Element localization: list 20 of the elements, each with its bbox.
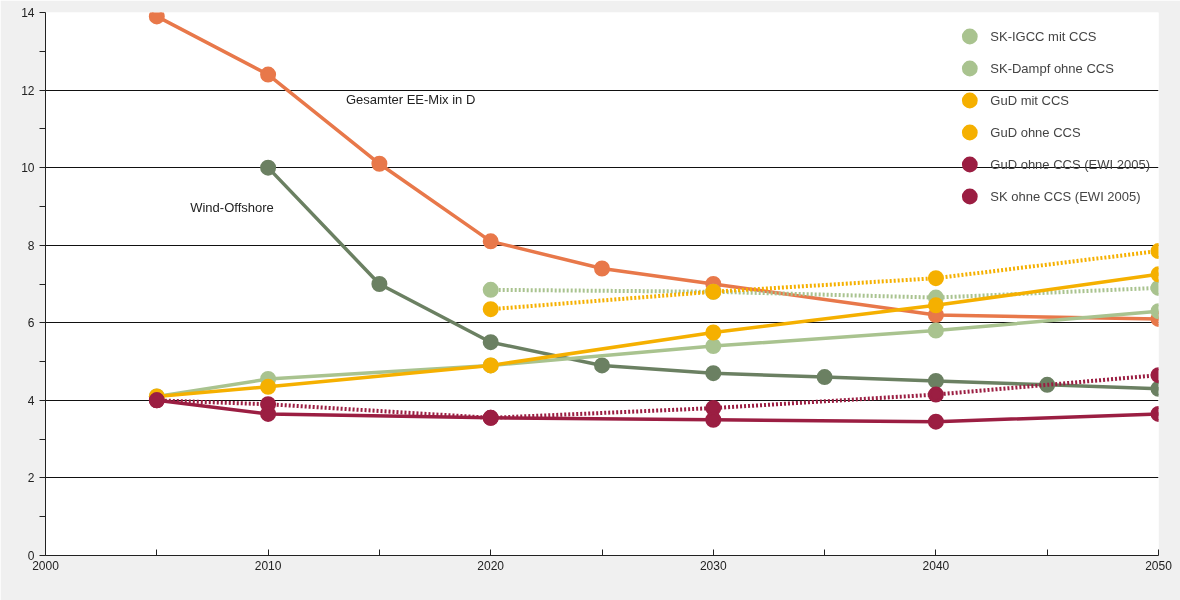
- y-tick-label: 14: [21, 6, 35, 20]
- x-tick-label: 2030: [699, 558, 727, 573]
- y-tick-label: 0: [27, 549, 35, 563]
- x-tick-label: 2050: [1145, 558, 1173, 573]
- y-tick-label: 2: [27, 471, 35, 486]
- x-tick-label: 2010: [254, 558, 282, 573]
- y-tick-label: 6: [27, 316, 35, 331]
- legend-label: GuD ohne CCS: [990, 124, 1081, 140]
- legend-label: SK-IGCC mit CCS: [990, 28, 1097, 44]
- y-tick-label: 12: [21, 83, 35, 98]
- legend-label: SK-Dampf ohne CCS: [990, 60, 1114, 76]
- legend-label: GuD mit CCS: [990, 92, 1070, 108]
- y-tick-label: 4: [27, 393, 35, 408]
- x-tick-label: 2040: [922, 558, 950, 573]
- y-tick-label: 8: [27, 238, 35, 253]
- annotation: Wind-Offshore: [190, 200, 274, 216]
- x-tick-label: 2020: [477, 558, 505, 573]
- legend-label: SK ohne CCS (EWI 2005): [990, 188, 1141, 204]
- y-tick-label: 10: [21, 161, 35, 176]
- annotation: Gesamter EE-Mix in D: [346, 91, 476, 107]
